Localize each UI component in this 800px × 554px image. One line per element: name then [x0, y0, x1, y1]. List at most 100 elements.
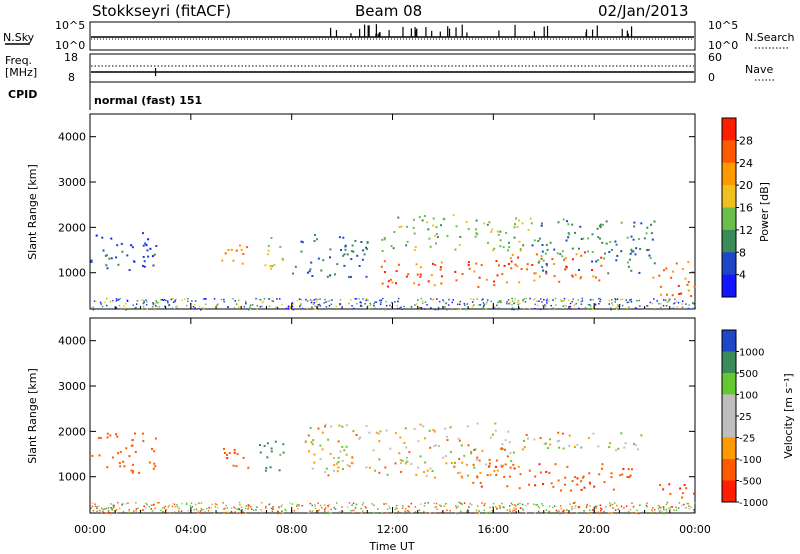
scatter-cell — [589, 482, 592, 485]
scatter-cell — [278, 469, 281, 472]
scatter-cell — [537, 240, 540, 242]
scatter-cell — [669, 492, 672, 495]
scatter-cell — [580, 276, 583, 279]
noise-cell — [675, 506, 677, 509]
noise-cell — [380, 299, 383, 301]
scatter-cell — [580, 238, 583, 240]
noise-cell — [364, 303, 366, 305]
noise-cell — [663, 512, 665, 515]
noise-cell — [499, 505, 501, 508]
noise-cell — [309, 510, 311, 512]
scatter-cell — [300, 240, 303, 243]
scatter-cell — [435, 233, 438, 235]
scatter-cell — [232, 464, 235, 467]
noise-cell — [106, 512, 109, 514]
noise-cell — [694, 502, 697, 504]
noise-cell — [560, 507, 562, 510]
noise-cell — [611, 512, 613, 514]
scatter-cell — [629, 258, 631, 261]
noise-cell — [445, 302, 447, 305]
scatter-cell — [549, 443, 552, 446]
scatter-cell — [404, 427, 407, 430]
noise-cell — [471, 301, 474, 303]
scatter-cell — [574, 476, 577, 479]
noise-cell — [223, 512, 225, 514]
scatter-cell — [417, 466, 420, 469]
noise-cell — [525, 505, 527, 507]
noise-cell — [285, 307, 288, 310]
velocity-panel-frame — [89, 317, 696, 514]
noise-cell — [152, 302, 154, 304]
scatter-cell — [568, 444, 571, 447]
scatter-cell — [628, 476, 631, 478]
noise-cell — [375, 301, 378, 303]
noise-cell — [657, 504, 660, 507]
scatter-cell — [149, 247, 152, 250]
scatter-cell — [442, 456, 445, 459]
scatter-cell — [365, 246, 368, 249]
noise-cell — [451, 308, 453, 311]
scatter-cell — [472, 481, 475, 484]
noise-cell — [434, 506, 437, 508]
noise-cell — [660, 306, 662, 309]
noise-cell — [513, 507, 515, 509]
noise-cell — [658, 510, 661, 513]
scatter-cell — [503, 476, 506, 478]
freq-tick-top: 18 — [64, 51, 78, 64]
noise-cell — [107, 509, 110, 512]
noise-cell — [318, 303, 321, 306]
scatter-cell — [650, 232, 653, 235]
scatter-cell — [266, 442, 269, 445]
noise-cell — [121, 504, 123, 506]
noise-cell — [386, 508, 389, 510]
noise-cell — [445, 503, 447, 505]
scatter-cell — [640, 222, 643, 225]
noise-cell — [151, 510, 154, 512]
scatter-cell — [300, 250, 303, 253]
noise-cell — [397, 300, 399, 303]
scatter-cell — [381, 238, 384, 241]
scatter-cell — [141, 432, 144, 435]
noise-cell — [355, 503, 357, 506]
scatter-cell — [529, 217, 532, 220]
scatter-cell — [620, 221, 623, 224]
noise-cell — [590, 305, 592, 308]
noise-cell — [665, 503, 668, 506]
noise-cell — [563, 297, 566, 300]
noise-cell — [497, 301, 499, 304]
scatter-cell — [687, 281, 690, 284]
scatter-cell — [557, 221, 560, 224]
noise-cell — [575, 302, 578, 305]
noise-cell — [479, 304, 482, 306]
scatter-cell — [434, 234, 437, 237]
scatter-cell — [106, 267, 109, 270]
noise-cell — [297, 507, 299, 510]
noise-cell — [171, 505, 174, 508]
scatter-cell — [115, 433, 117, 436]
scatter-cell — [433, 284, 436, 287]
noise-cell — [586, 503, 588, 506]
noise-cell — [481, 502, 483, 504]
scatter-cell — [454, 461, 456, 464]
scatter-cell — [580, 254, 583, 257]
scatter-cell — [460, 475, 463, 478]
noise-cell — [291, 503, 294, 505]
noise-cell — [167, 301, 169, 304]
scatter-cell — [565, 265, 568, 268]
scatter-cell — [273, 263, 276, 266]
scatter-cell — [648, 254, 651, 257]
scatter-cell — [142, 264, 144, 267]
scatter-cell — [153, 462, 156, 465]
noise-cell — [585, 506, 588, 509]
scatter-cell — [603, 257, 606, 260]
noise-cell — [102, 511, 104, 513]
noise-cell — [681, 306, 684, 308]
noise-cell — [107, 511, 110, 513]
scatter-cell — [147, 255, 150, 258]
noise-cell — [446, 308, 448, 311]
scatter-cell — [477, 285, 480, 288]
velocity-colorbar-tick-label: -25 — [739, 434, 755, 445]
noise-cell — [239, 306, 242, 308]
scatter-cell — [489, 436, 492, 439]
